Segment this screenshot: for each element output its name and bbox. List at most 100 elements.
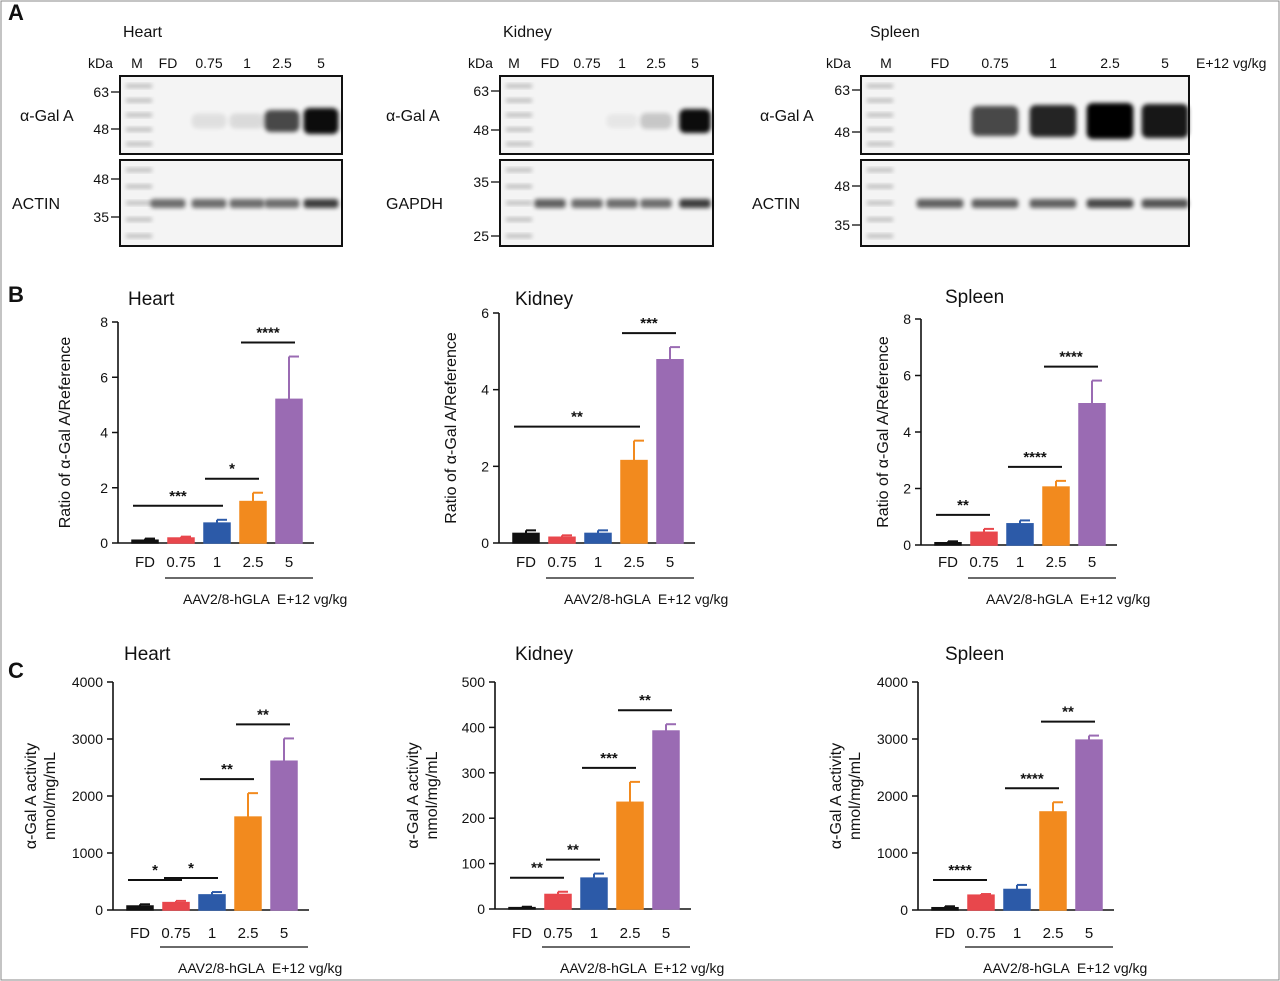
marker-ladder-band	[867, 127, 893, 132]
y-tick-label: 8	[100, 314, 108, 330]
y-tick-label: 0	[95, 902, 103, 918]
marker-size-label: 35	[93, 209, 109, 225]
marker-ladder-band	[867, 168, 893, 172]
y-tick-label: 4	[100, 425, 108, 441]
reference-band	[150, 199, 186, 208]
category-label: 0.75	[547, 554, 576, 571]
y-tick-label: 2	[100, 480, 108, 496]
category-label: 2.5	[238, 925, 259, 942]
significance-label: ****	[256, 325, 280, 342]
lane-label: 0.75	[195, 55, 222, 71]
marker-ladder-band	[126, 113, 152, 117]
category-label: 1	[1013, 925, 1021, 942]
lane-label: 1	[1049, 55, 1057, 71]
reference-band	[1086, 199, 1134, 208]
chart-b-spleen: Spleen Ratio of α-Gal A/Reference 0 2 4 6 8 FD 0…	[875, 287, 1150, 607]
blot-unit-label: E+12 vg/kg	[1196, 55, 1266, 71]
significance-label: **	[957, 497, 969, 514]
kda-label: kDa	[468, 55, 493, 71]
dose-footnote: AAV2/8-hGLA E+12 vg/kg	[178, 960, 342, 976]
blot-title-kidney: Kidney	[503, 24, 552, 41]
y-tick-label: 0	[903, 537, 911, 553]
marker-size-label: 48	[93, 121, 109, 137]
y-axis-label: Ratio of α-Gal A/Reference	[875, 336, 892, 528]
category-label: 0.75	[543, 925, 572, 942]
protein-band	[303, 108, 339, 134]
bar-0.75	[167, 537, 195, 544]
y-tick-label: 2	[903, 481, 911, 497]
marker-ladder-band	[506, 201, 532, 205]
bar-2.5	[620, 459, 648, 544]
marker-ladder-band	[126, 84, 152, 88]
protein-band	[264, 110, 300, 132]
category-label: 2.5	[1046, 554, 1067, 571]
marker-ladder-band	[126, 201, 152, 205]
category-label: 5	[1088, 554, 1096, 571]
category-label: 5	[1085, 925, 1093, 942]
lane-label: 0.75	[573, 55, 600, 71]
category-label: 2.5	[620, 925, 641, 942]
y-tick-label: 8	[903, 311, 911, 327]
chart-title: Kidney	[515, 289, 574, 310]
marker-ladder-band	[867, 84, 893, 88]
marker-ladder-band	[506, 168, 532, 172]
chart-title: Heart	[124, 644, 171, 665]
marker-ladder-band	[867, 201, 893, 205]
y-tick-label: 3000	[877, 731, 908, 747]
significance-label: *	[229, 461, 235, 478]
marker-ladder-band	[867, 142, 893, 146]
bar-2.5	[1042, 486, 1070, 546]
category-label: 1	[213, 554, 221, 571]
marker-ladder-band	[126, 217, 152, 222]
marker-size-label: 63	[834, 82, 850, 98]
bar-0.75	[970, 531, 998, 546]
bar-FD	[131, 539, 159, 544]
blot-heart: Heart kDa M FD 0.75 1 2.5 5 α-Gal A 63 48 ACTIN 48 35	[12, 24, 343, 247]
protein-band	[606, 114, 638, 128]
blot-membrane-top	[860, 75, 1190, 155]
category-label: FD	[938, 554, 958, 571]
protein-label-bottom: ACTIN	[752, 196, 800, 213]
y-tick-label: 300	[462, 765, 486, 781]
bar-0.75	[548, 536, 576, 544]
y-tick-label: 4000	[877, 674, 908, 690]
marker-size-label: 35	[473, 174, 489, 190]
y-tick-label: 100	[462, 856, 486, 872]
y-axis-label: α-Gal A activity	[405, 742, 422, 848]
blot-spleen: Spleen kDa M FD 0.75 1 2.5 5 E+12 vg/kg α-Gal A 63…	[752, 24, 1266, 247]
category-label: 2.5	[1043, 925, 1064, 942]
chart-title: Heart	[128, 289, 175, 310]
y-tick-label: 4	[903, 424, 911, 440]
marker-size-label: 35	[834, 217, 850, 233]
blot-kidney: Kidney kDa M FD 0.75 1 2.5 5 α-Gal A 63 48 GAPDH 35 2…	[386, 24, 714, 247]
marker-size-label: 63	[93, 84, 109, 100]
marker-ladder-band	[506, 217, 532, 222]
significance-label: **	[639, 692, 651, 709]
bar-5	[656, 359, 684, 544]
category-label: 5	[280, 925, 288, 942]
panel-label-c: C	[8, 658, 24, 683]
protein-label-bottom: ACTIN	[12, 196, 60, 213]
bar-2.5	[234, 816, 262, 911]
marker-ladder-band	[867, 217, 893, 222]
significance-label: **	[531, 860, 543, 877]
protein-band	[640, 113, 672, 129]
significance-label: *	[152, 862, 158, 879]
dose-footnote: AAV2/8-hGLA E+12 vg/kg	[564, 591, 728, 607]
chart-title: Spleen	[945, 287, 1004, 308]
lane-label: 1	[243, 55, 251, 71]
chart-c-spleen: Spleen α-Gal A activity nmol/mg/mL 0 1000 200…	[828, 644, 1147, 976]
dose-footnote: AAV2/8-hGLA E+12 vg/kg	[986, 591, 1150, 607]
category-label: 5	[666, 554, 674, 571]
reference-band	[191, 199, 227, 208]
category-label: FD	[516, 554, 536, 571]
chart-title: Kidney	[515, 644, 574, 665]
lane-label: M	[508, 55, 520, 71]
bar-5	[270, 760, 298, 911]
panel-label-b: B	[8, 282, 24, 307]
marker-ladder-band	[506, 84, 532, 88]
significance-label: ****	[948, 862, 972, 879]
significance-label: **	[221, 761, 233, 778]
y-tick-label: 4	[481, 382, 489, 398]
